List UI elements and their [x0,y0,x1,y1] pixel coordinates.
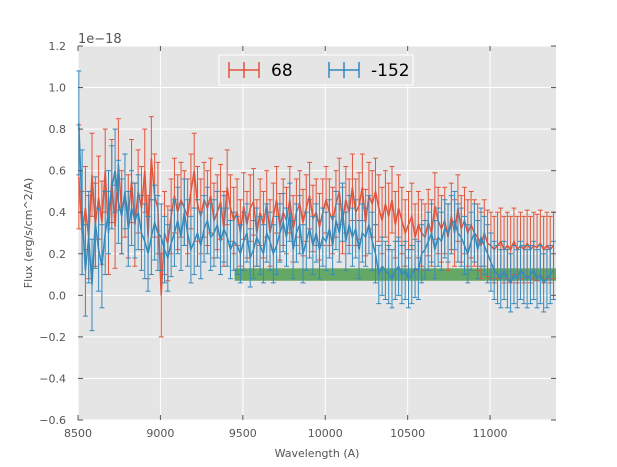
y-tick-label-4: 0.2 [49,248,67,261]
x-tick-label-3: 10000 [308,427,343,440]
series-1 [76,70,557,332]
y-tick-label-0: −0.6 [39,414,66,427]
legend: 68 -152 [218,54,414,86]
y-tick-label-9: 1.2 [49,40,67,53]
x-tick-label-5: 11000 [473,427,508,440]
y-tick-label-7: 0.8 [49,123,67,136]
y-offset-label: 1e−18 [78,32,122,47]
legend-label-68: 68 [271,61,293,81]
y-tick-label-3: 0.0 [49,289,67,302]
x-tick-label-1: 9000 [146,427,174,440]
y-tick-label-8: 1.0 [49,82,67,95]
legend-item-68: 68 [228,61,293,81]
x-axis-label: Wavelength (A) [275,447,360,460]
y-tick-label-6: 0.6 [49,165,67,178]
y-axis-label: Flux (erg/s/cm^2/A) [22,178,35,288]
legend-label-152: -152 [371,61,410,81]
x-tick-label-4: 10500 [390,427,425,440]
x-tick-label-2: 9500 [229,427,257,440]
x-tick-label-0: 8500 [64,427,92,440]
legend-item-152: -152 [328,61,410,81]
axis-ticks: 8500 9000 9500 10000 10500 11000 −0.6 −0.4 −0.2 0… [39,40,556,440]
series-line-1 [78,122,555,285]
y-tick-label-1: −0.4 [39,372,66,385]
grid [77,45,556,421]
y-tick-label-2: −0.2 [39,331,66,344]
series-layer [76,70,557,338]
y-tick-label-5: 0.4 [49,206,67,219]
